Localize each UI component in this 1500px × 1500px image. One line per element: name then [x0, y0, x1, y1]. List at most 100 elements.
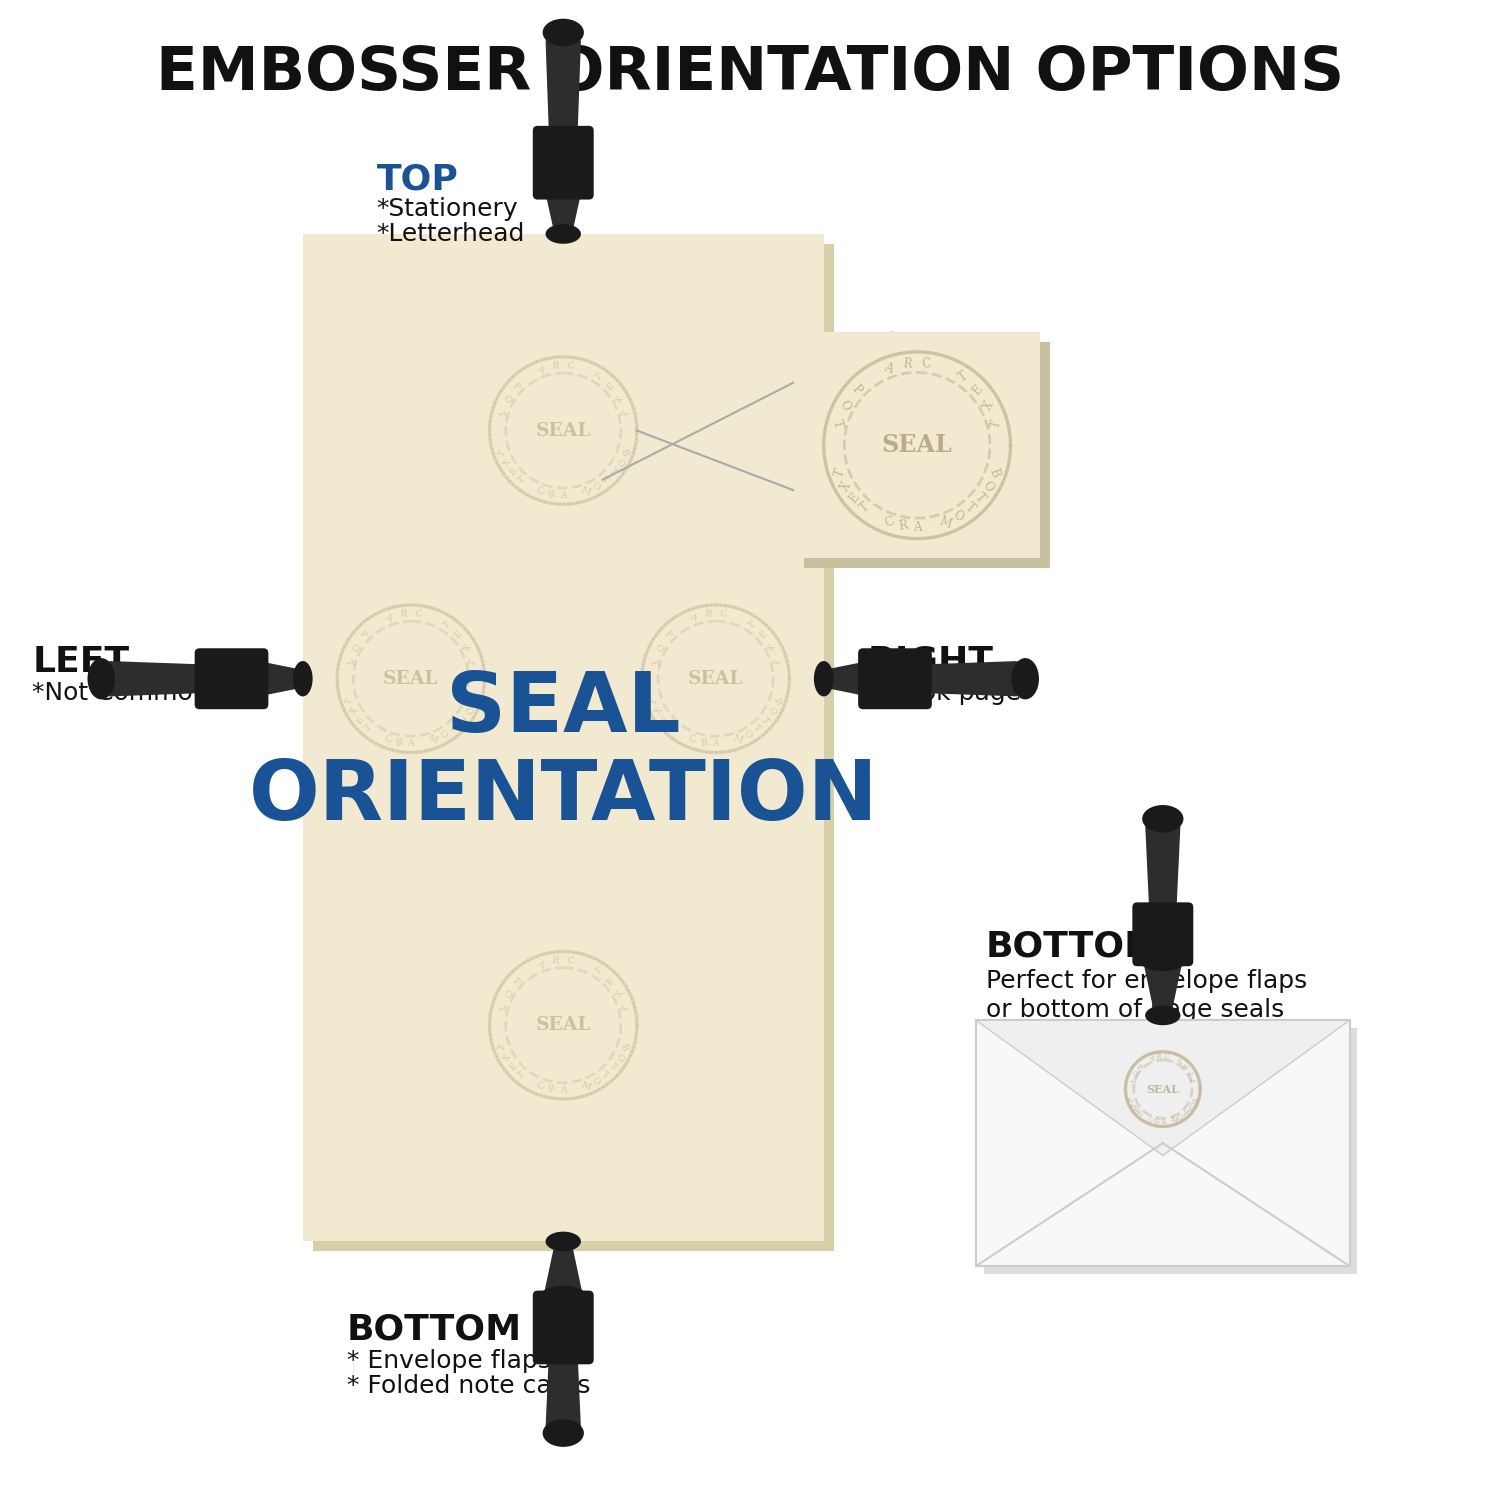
Text: SEAL: SEAL	[882, 433, 952, 457]
Text: C: C	[688, 735, 699, 746]
Text: A: A	[536, 958, 546, 970]
Text: T: T	[972, 490, 987, 506]
Text: X: X	[654, 706, 664, 717]
Text: B: B	[1190, 1096, 1198, 1104]
Text: T: T	[650, 696, 660, 705]
Text: C: C	[921, 357, 932, 370]
Text: SEAL: SEAL	[446, 668, 681, 748]
Text: T: T	[496, 448, 507, 458]
Ellipse shape	[815, 662, 834, 696]
Text: A: A	[384, 612, 393, 624]
Text: T: T	[495, 1004, 506, 1013]
Text: E: E	[509, 1062, 519, 1072]
Text: B: B	[620, 1042, 630, 1052]
Text: A: A	[536, 364, 546, 375]
Text: O: O	[1130, 1070, 1138, 1078]
Ellipse shape	[546, 224, 580, 245]
Text: O: O	[614, 458, 626, 468]
Text: C: C	[414, 609, 423, 619]
Text: T: T	[831, 419, 844, 429]
FancyBboxPatch shape	[303, 234, 824, 1242]
Text: T: T	[447, 723, 458, 734]
Polygon shape	[1144, 824, 1180, 908]
Text: T: T	[344, 657, 354, 666]
Text: * Envelope flaps: * Envelope flaps	[346, 1350, 550, 1374]
Ellipse shape	[878, 652, 908, 705]
FancyBboxPatch shape	[1132, 903, 1194, 966]
Text: E: E	[758, 630, 770, 640]
Text: * Book page: * Book page	[868, 681, 1022, 705]
FancyBboxPatch shape	[976, 1020, 1350, 1266]
Text: E: E	[970, 382, 986, 398]
Text: O: O	[951, 509, 966, 525]
Text: T: T	[1179, 1110, 1188, 1119]
Text: O: O	[590, 482, 602, 492]
Text: SEAL: SEAL	[688, 669, 744, 687]
Text: O: O	[742, 729, 753, 741]
Polygon shape	[546, 40, 580, 150]
Text: X: X	[981, 399, 998, 412]
Text: X: X	[839, 480, 854, 494]
Text: T: T	[1137, 1110, 1146, 1119]
Polygon shape	[543, 1250, 584, 1296]
Ellipse shape	[543, 18, 584, 46]
Text: C: C	[384, 735, 393, 746]
FancyBboxPatch shape	[794, 333, 1040, 558]
Text: T: T	[1126, 1077, 1136, 1084]
Text: A: A	[560, 1086, 567, 1095]
Text: M: M	[579, 486, 591, 498]
Text: R: R	[552, 362, 560, 370]
Text: T: T	[1128, 1096, 1137, 1104]
Text: BOTTOM: BOTTOM	[346, 1312, 522, 1347]
Text: M: M	[1170, 1114, 1179, 1125]
Ellipse shape	[219, 652, 249, 705]
Text: R: R	[552, 956, 560, 966]
Text: T: T	[621, 1004, 632, 1013]
Text: A: A	[560, 490, 567, 500]
FancyBboxPatch shape	[858, 648, 932, 710]
Text: SEAL: SEAL	[1146, 1083, 1179, 1095]
Text: T: T	[621, 410, 632, 419]
Text: T: T	[648, 657, 658, 666]
Text: C: C	[536, 1080, 546, 1092]
Text: P: P	[357, 630, 369, 640]
Text: C: C	[567, 362, 574, 370]
Text: B: B	[466, 696, 477, 705]
Text: O: O	[837, 399, 854, 414]
Text: SEAL: SEAL	[536, 422, 591, 440]
Text: SEAL: SEAL	[536, 1016, 591, 1034]
Polygon shape	[828, 658, 878, 699]
Text: or bottom of page seals: or bottom of page seals	[986, 999, 1284, 1023]
Text: O: O	[501, 988, 512, 999]
Text: R: R	[1154, 1118, 1161, 1126]
Text: LEFT: LEFT	[33, 645, 129, 678]
Text: E: E	[1182, 1062, 1192, 1071]
FancyBboxPatch shape	[532, 1290, 594, 1365]
Text: T: T	[594, 966, 604, 976]
Text: X: X	[501, 458, 513, 468]
Text: T: T	[1190, 1077, 1198, 1084]
Text: T: T	[760, 716, 771, 726]
Text: R: R	[1156, 1052, 1162, 1060]
Text: B: B	[771, 696, 782, 705]
Text: A: A	[1148, 1053, 1155, 1064]
Ellipse shape	[1144, 1005, 1180, 1025]
FancyBboxPatch shape	[804, 342, 1050, 568]
Text: A: A	[408, 740, 414, 748]
FancyBboxPatch shape	[312, 244, 834, 1251]
Text: T: T	[600, 1070, 610, 1080]
Polygon shape	[110, 662, 219, 696]
Text: X: X	[350, 706, 360, 717]
Ellipse shape	[1142, 806, 1184, 832]
Text: T: T	[963, 501, 976, 516]
Text: E: E	[606, 976, 616, 987]
Text: X: X	[766, 642, 778, 652]
Text: T: T	[988, 419, 1004, 429]
Text: X: X	[615, 988, 626, 999]
Text: C: C	[718, 609, 728, 619]
Text: X: X	[1130, 1101, 1138, 1110]
Text: R: R	[902, 357, 912, 370]
Text: SEAL: SEAL	[382, 669, 438, 687]
Text: R: R	[700, 738, 708, 747]
Text: BOTTOM: BOTTOM	[986, 930, 1161, 963]
